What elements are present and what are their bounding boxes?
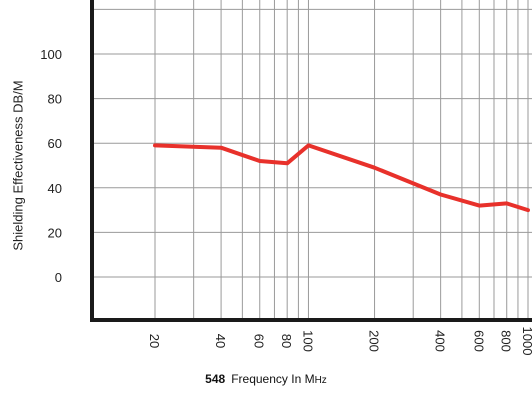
x-tick-label-group: 400 [433, 330, 448, 352]
x-axis-label-main: Frequency In M [231, 372, 315, 386]
y-tick-label: 100 [40, 47, 62, 62]
grid [92, 0, 532, 320]
x-tick-label: 40 [213, 334, 228, 348]
x-tick-label: 100 [300, 330, 315, 352]
x-tick-label: 80 [279, 334, 294, 348]
y-tick-labels: 0 20 40 60 80 100 [40, 47, 62, 285]
x-tick-label-group: 800 [499, 330, 514, 352]
y-tick-label: 0 [55, 270, 62, 285]
x-tick-label-group: 1000 [520, 327, 532, 356]
y-tick-label: 80 [48, 92, 62, 107]
y-axis-label-wrap: Shielding Effectiveness DB/M [8, 30, 28, 300]
x-tick-label-group: 200 [367, 330, 382, 352]
y-axis-label: Shielding Effectiveness DB/M [10, 79, 26, 251]
x-tick-label: 20 [147, 334, 162, 348]
series-group [153, 143, 530, 213]
axes [90, 0, 532, 322]
x-axis-label: 548 Frequency In MHz [0, 372, 532, 386]
y-tick-label: 20 [48, 225, 62, 240]
y-tick-label: 40 [48, 181, 62, 196]
x-tick-label-group: 60 [252, 334, 267, 348]
x-tick-label-group: 20 [147, 334, 162, 348]
x-tick-label-group: 100 [300, 330, 315, 352]
x-tick-labels: 20 40 60 80 100 200 400 600 800 1000 [147, 327, 532, 356]
x-tick-label: 60 [252, 334, 267, 348]
x-tick-label-group: 40 [213, 334, 228, 348]
x-tick-label: 400 [433, 330, 448, 352]
x-tick-label-group: 600 [471, 330, 486, 352]
x-tick-label: 200 [367, 330, 382, 352]
figure-number: 548 [205, 372, 226, 386]
x-tick-label: 1000 [520, 327, 532, 356]
x-axis-label-unit: Hz [314, 375, 327, 386]
x-tick-label: 600 [471, 330, 486, 352]
y-tick-label: 60 [48, 136, 62, 151]
series-line [153, 143, 530, 213]
x-tick-label: 800 [499, 330, 514, 352]
x-tick-label-group: 80 [279, 334, 294, 348]
